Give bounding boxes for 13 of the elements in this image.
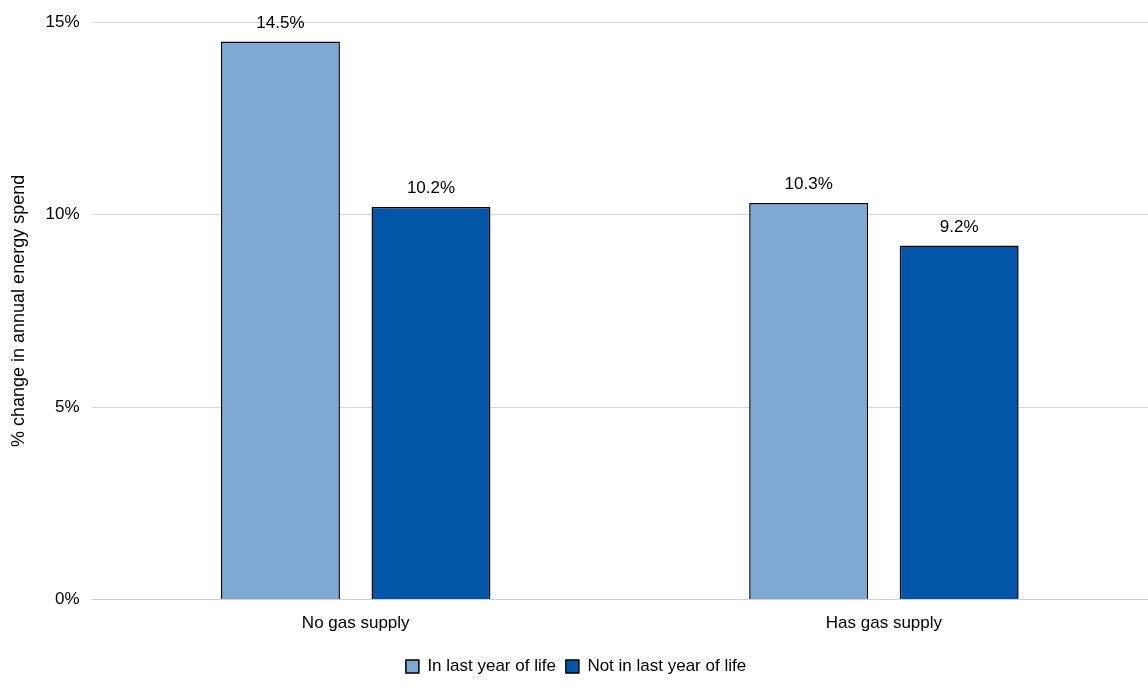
legend-label: Not in last year of life: [587, 656, 747, 676]
y-tick-label: 15%: [45, 11, 80, 31]
data-label: 10.3%: [784, 174, 833, 194]
data-label: 14.5%: [256, 12, 305, 32]
legend-label: In last year of life: [427, 656, 556, 676]
y-axis-title: % change in annual energy spend: [7, 174, 28, 448]
y-tick-label: 10%: [45, 204, 80, 224]
data-label: 9.2%: [939, 216, 979, 236]
x-tick-label: Has gas supply: [825, 613, 943, 633]
x-tick-label: No gas supply: [301, 613, 411, 633]
y-tick-label: 5%: [55, 396, 80, 416]
y-tick-label: 0%: [55, 589, 80, 609]
data-label: 10.2%: [406, 178, 456, 198]
